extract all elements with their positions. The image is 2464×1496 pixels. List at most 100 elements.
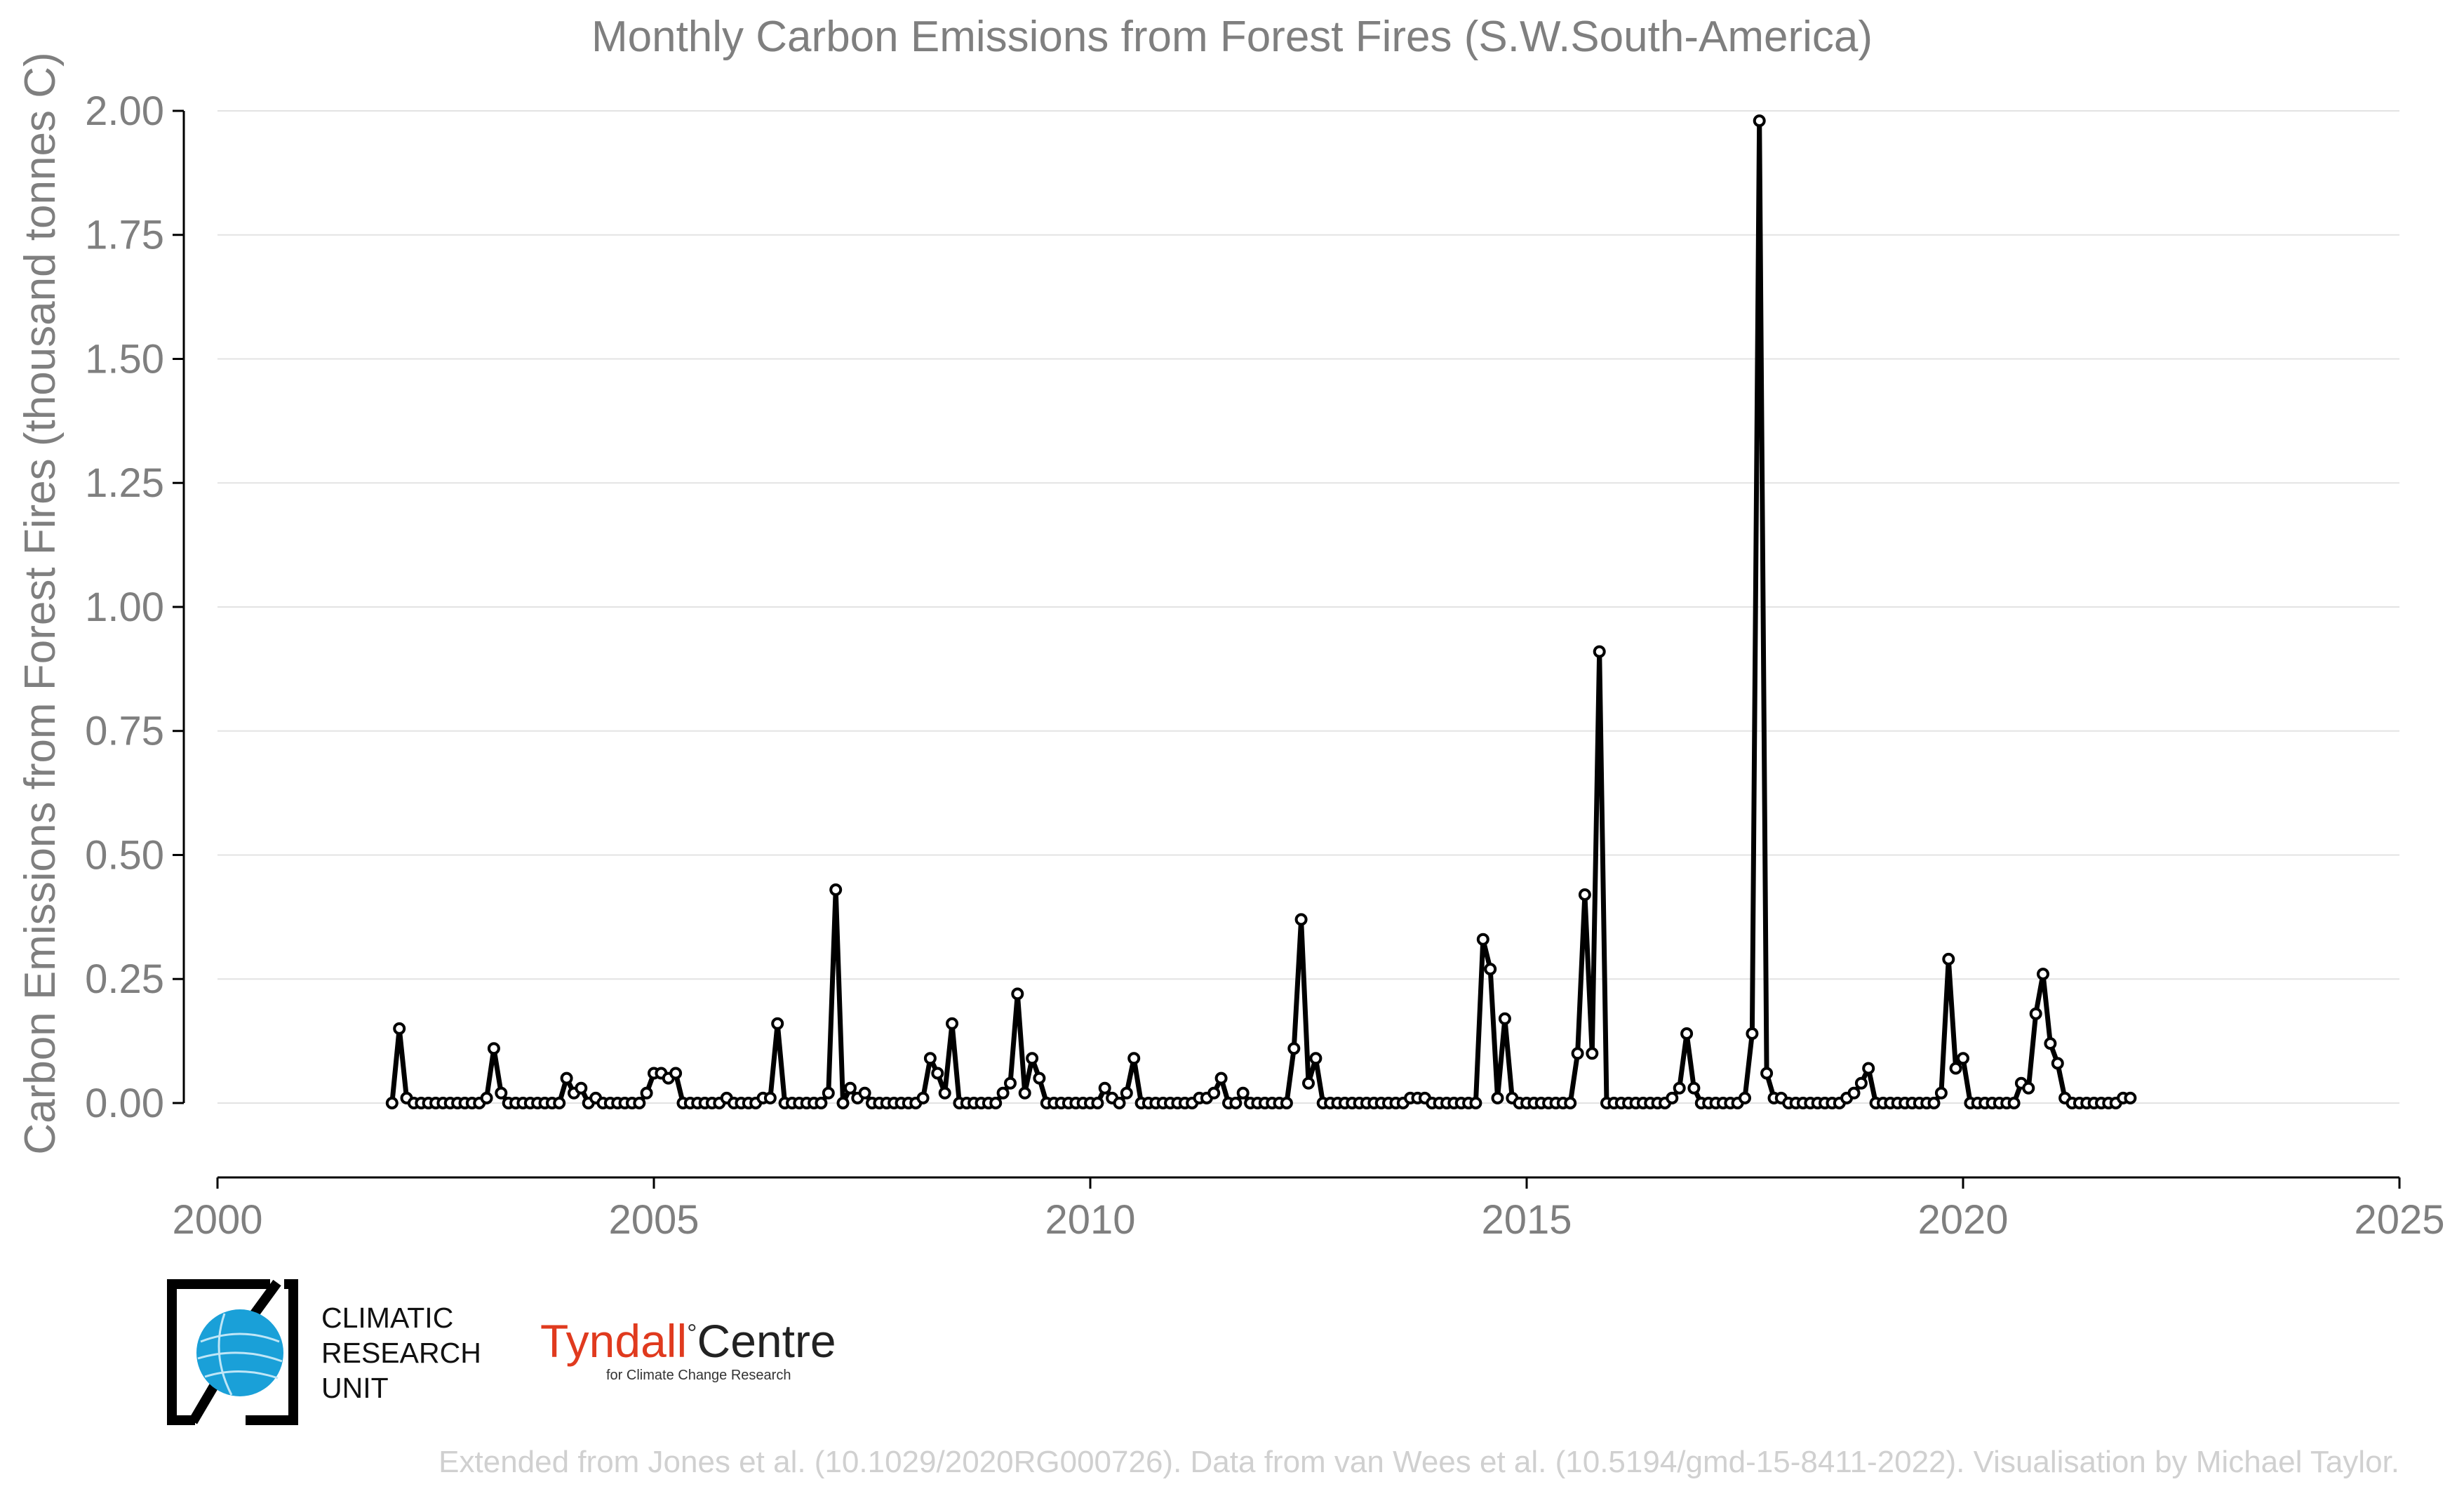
tyndall-logo: Tyndall°Centre for Climate Change Resear… (540, 1315, 836, 1383)
data-point (771, 1017, 784, 1030)
data-point (1120, 1086, 1133, 1100)
data-point (633, 1097, 646, 1109)
data-point (495, 1086, 508, 1100)
data-point (1957, 1052, 1969, 1065)
data-point (2022, 1081, 2035, 1095)
data-point (1229, 1097, 1243, 1109)
data-point (1491, 1091, 1504, 1104)
data-point (1746, 1027, 1759, 1040)
data-point (836, 1097, 850, 1109)
data-point (2029, 1007, 2042, 1020)
data-point (1862, 1062, 1875, 1075)
data-point (1098, 1081, 1111, 1095)
data-point (1934, 1086, 1948, 1100)
tyndall-centre: Centre (697, 1315, 836, 1367)
y-tick-label: 0.75 (85, 709, 164, 754)
svg-text:Tyndall°Centre: Tyndall°Centre (540, 1315, 836, 1367)
data-point (575, 1081, 588, 1095)
data-point (1127, 1052, 1141, 1065)
data-point (1207, 1086, 1221, 1100)
tyndall-subtitle: for Climate Change Research (606, 1368, 791, 1383)
x-tick-label: 2005 (608, 1197, 699, 1243)
x-axis: 2000 2005 2010 2015 2020 2025 (172, 1176, 2445, 1243)
data-point (1004, 1076, 1017, 1090)
data-point (1294, 913, 1308, 926)
grid-lines (217, 110, 2399, 1104)
data-point (916, 1091, 930, 1104)
x-tick-label: 2010 (1045, 1197, 1135, 1243)
data-point (763, 1091, 777, 1104)
y-tick-label: 0.50 (85, 832, 164, 878)
x-tick-label: 2015 (1481, 1197, 1572, 1243)
cru-globe-lines-icon (197, 1313, 283, 1396)
data-point (1026, 1052, 1039, 1065)
data-point (996, 1086, 1010, 1100)
data-point (1942, 952, 1955, 966)
x-tick-label: 2020 (1917, 1197, 2008, 1243)
data-point (1469, 1097, 1482, 1109)
data-point (1564, 1097, 1577, 1109)
data-point (822, 1086, 835, 1100)
data-point (843, 1081, 857, 1095)
data-point (1847, 1086, 1861, 1100)
y-tick-label: 1.75 (85, 213, 164, 258)
chart-title: Monthly Carbon Emissions from Forest Fir… (591, 13, 1873, 61)
data-point (1033, 1071, 1046, 1085)
data-point (1011, 987, 1024, 1001)
series-line (389, 118, 2131, 1106)
cru-text-line1: CLIMATIC (321, 1302, 453, 1334)
data-point (1586, 1047, 1599, 1060)
data-point (1753, 114, 1766, 128)
data-point (931, 1067, 944, 1080)
data-point (2044, 1037, 2057, 1050)
data-point (1484, 963, 1497, 976)
y-tick-label: 1.00 (85, 585, 164, 630)
data-point (1739, 1091, 1751, 1104)
y-tick-label: 2.00 (85, 88, 164, 134)
data-point (1498, 1012, 1511, 1025)
cru-frame-slash-icon (188, 1279, 281, 1424)
data-point (560, 1071, 573, 1085)
x-tick-label: 2025 (2354, 1197, 2444, 1243)
data-point (1309, 1052, 1323, 1065)
data-point (1302, 1076, 1315, 1090)
data-point (1687, 1081, 1701, 1095)
data-point (480, 1091, 493, 1104)
data-point (1760, 1067, 1774, 1080)
data-point (393, 1022, 406, 1035)
data-point (1593, 645, 1606, 658)
data-point (640, 1086, 653, 1100)
data-point (2007, 1097, 2021, 1109)
data-point (1680, 1027, 1694, 1040)
data-point (669, 1067, 683, 1080)
y-axis: 0.00 0.25 0.50 0.75 1.00 1.25 1.50 1.75 2.00 (85, 88, 185, 1126)
data-point (1854, 1076, 1868, 1090)
data-point (1280, 1097, 1293, 1109)
data-point (1666, 1091, 1679, 1104)
data-point (2051, 1057, 2064, 1070)
data-point (1018, 1086, 1031, 1100)
data-point (1236, 1086, 1250, 1100)
data-point (829, 883, 843, 896)
data-point (487, 1042, 500, 1055)
data-point (2124, 1091, 2137, 1104)
tyndall-name: Tyndall (540, 1315, 687, 1367)
data-point (1673, 1081, 1686, 1095)
y-tick-label: 1.25 (85, 460, 164, 506)
data-point (1287, 1042, 1301, 1055)
y-axis-label: Carbon Emissions from Forest Fires (thou… (16, 52, 65, 1154)
data-point (385, 1097, 399, 1109)
data-point (1214, 1071, 1228, 1085)
y-tick-label: 1.50 (85, 336, 164, 382)
data-point (1927, 1097, 1941, 1109)
data-point (989, 1097, 1003, 1109)
data-point (1949, 1062, 1962, 1075)
data-point (1113, 1097, 1126, 1109)
tyndall-degree: ° (687, 1318, 697, 1347)
y-tick-label: 0.25 (85, 956, 164, 1002)
data-point (1578, 888, 1591, 901)
data-point (858, 1086, 871, 1100)
data-point (1571, 1047, 1584, 1060)
cru-logo: CLIMATIC RESEARCH UNIT (167, 1279, 481, 1425)
